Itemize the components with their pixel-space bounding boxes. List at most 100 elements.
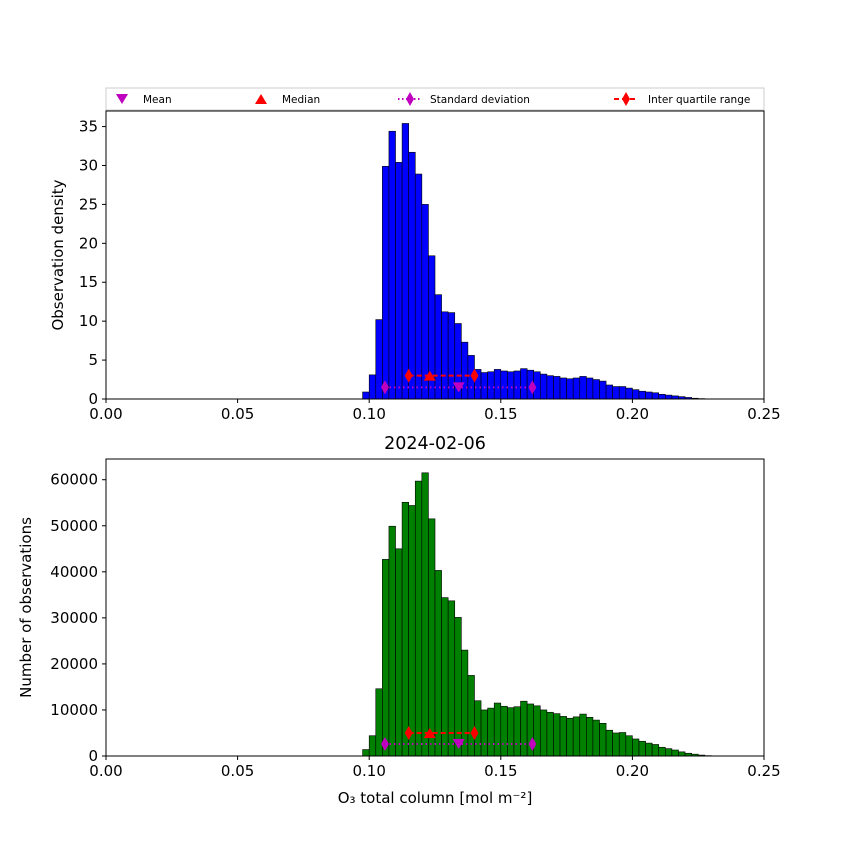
- histogram-bar: [566, 717, 574, 757]
- histogram-bar: [421, 472, 429, 757]
- mean-marker: [452, 382, 465, 393]
- histogram-bar: [632, 389, 640, 400]
- stat-markers: [380, 368, 537, 395]
- histogram-bar: [395, 162, 403, 400]
- y-tick-label: 5: [88, 351, 98, 369]
- histogram-bar: [454, 617, 462, 757]
- histogram-bar: [368, 374, 377, 400]
- mean-marker: [452, 739, 465, 750]
- histogram-bar: [368, 735, 377, 757]
- histogram-bar: [553, 713, 561, 757]
- y-tick-label: 60000: [50, 471, 98, 489]
- histogram-bar: [408, 505, 416, 757]
- histogram-bar: [658, 746, 666, 757]
- y-axis: 0 5 10 15 20 25 30 35: [79, 118, 106, 408]
- y-tick-label: 15: [79, 273, 98, 291]
- x-tick-label: 0.10: [352, 405, 385, 423]
- std-low-marker: [380, 380, 389, 395]
- axes-frame: [105, 110, 765, 400]
- x-tick-label: 0.20: [616, 405, 649, 423]
- histogram-bar: [520, 368, 528, 400]
- histogram-bars: [362, 123, 712, 400]
- iqr-low-marker: [404, 368, 413, 383]
- count-histogram-panel: 0.00 0.05 0.10 0.15 0.20 0.25 0 10000 20000 30000…: [17, 434, 781, 807]
- x-tick-label: 0.15: [484, 762, 517, 780]
- histogram-bar: [599, 380, 607, 400]
- histogram-bar: [539, 709, 548, 757]
- stat-markers: [380, 725, 537, 752]
- y-axis-label: Observation density: [49, 179, 67, 330]
- histogram-bar: [586, 377, 594, 400]
- histogram-bar: [618, 732, 627, 757]
- legend-median-label: Median: [282, 94, 320, 106]
- histogram-bar: [612, 386, 620, 400]
- legend-entry-median: Median: [255, 94, 320, 106]
- legend-std-marker: [406, 92, 414, 106]
- x-tick-label: 0.15: [484, 405, 517, 423]
- x-axis: 0.00 0.05 0.10 0.15 0.20 0.25: [89, 756, 781, 780]
- histogram-bar: [658, 394, 666, 400]
- y-tick-label: 30000: [50, 609, 98, 627]
- histogram-bar: [401, 501, 409, 757]
- y-tick-label: 20000: [50, 655, 98, 673]
- histogram-bar: [579, 376, 587, 400]
- histogram-bar: [605, 729, 613, 757]
- chart-title: 2024-02-06: [384, 434, 486, 454]
- axes-frame: [105, 458, 765, 757]
- x-tick-label: 0.10: [352, 762, 385, 780]
- histogram-bar: [428, 518, 436, 757]
- histogram-bar: [447, 312, 456, 400]
- x-tick-label: 0.00: [89, 762, 122, 780]
- histogram-bar: [566, 378, 574, 400]
- histogram-bar: [493, 702, 502, 757]
- histogram-bar: [625, 735, 633, 757]
- histogram-bar: [480, 709, 488, 757]
- y-tick-label: 20: [79, 234, 98, 252]
- histogram-bar: [586, 717, 594, 757]
- histogram-bar: [546, 711, 554, 757]
- std-low-marker: [380, 737, 389, 752]
- histogram-bar: [401, 123, 409, 400]
- histogram-bar: [599, 723, 607, 757]
- histogram-bar: [645, 742, 653, 757]
- histogram-bar: [513, 706, 521, 757]
- histogram-bar: [414, 480, 423, 757]
- histogram-bar: [487, 707, 495, 757]
- histogram-bar: [434, 294, 442, 400]
- histogram-bar: [618, 386, 627, 400]
- histogram-bar: [480, 372, 488, 400]
- histogram-bar: [362, 391, 370, 400]
- median-marker: [423, 727, 436, 738]
- legend-frame: [105, 87, 765, 111]
- legend-mean-marker: [116, 94, 128, 104]
- x-axis-label: O₃ total column [mol m⁻²]: [338, 789, 533, 807]
- histogram-bar: [421, 204, 429, 400]
- histogram-bar: [546, 375, 554, 400]
- histogram-bar: [500, 370, 508, 400]
- y-tick-label: 10000: [50, 701, 98, 719]
- x-tick-label: 0.25: [747, 762, 780, 780]
- histogram-bar: [651, 392, 660, 400]
- histogram-bar: [572, 716, 581, 757]
- histogram-bar: [559, 716, 567, 757]
- histogram-bar: [414, 173, 423, 400]
- histogram-bar: [612, 732, 620, 757]
- histogram-bar: [553, 376, 561, 400]
- y-tick-label: 40000: [50, 563, 98, 581]
- histogram-bar: [395, 548, 403, 757]
- histogram-bar: [605, 384, 613, 400]
- legend: Mean Median Standard deviation Inter qua…: [105, 87, 765, 111]
- histogram-bar: [625, 387, 633, 400]
- legend-entry-iqr: Inter quartile range: [614, 92, 750, 106]
- legend-std-label: Standard deviation: [430, 94, 530, 106]
- std-high-marker: [528, 737, 537, 752]
- legend-iqr-label: Inter quartile range: [648, 94, 750, 106]
- histogram-bar: [441, 311, 449, 400]
- histogram-bar: [632, 738, 640, 757]
- x-tick-label: 0.05: [221, 405, 254, 423]
- y-axis-label: Number of observations: [17, 517, 35, 698]
- x-tick-label: 0.00: [89, 405, 122, 423]
- histogram-bar: [507, 371, 515, 400]
- x-tick-label: 0.25: [747, 405, 780, 423]
- legend-mean-label: Mean: [143, 94, 172, 106]
